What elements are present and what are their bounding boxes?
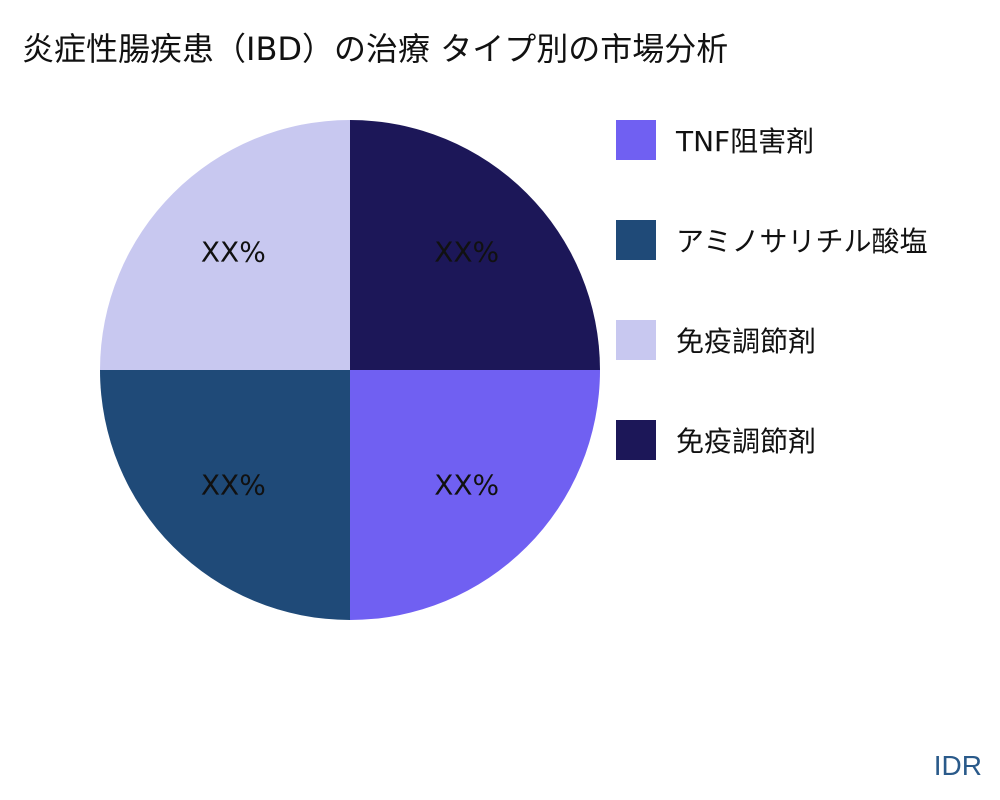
- legend-item-tnf[interactable]: TNF阻害剤: [616, 120, 927, 160]
- legend-swatch: [616, 220, 656, 260]
- legend-swatch: [616, 320, 656, 360]
- legend: TNF阻害剤 アミノサリチル酸塩 免疫調節剤 免疫調節剤: [616, 120, 927, 520]
- legend-label: 免疫調節剤: [676, 325, 817, 358]
- pie-slice[interactable]: [100, 120, 350, 370]
- pie-slice-label: XX%: [201, 469, 266, 502]
- pie-labels: XX% XX% XX% XX%: [201, 235, 499, 501]
- legend-label: アミノサリチル酸塩: [676, 225, 928, 258]
- pie-slice-label: XX%: [434, 469, 499, 502]
- pie-slices: [100, 120, 600, 620]
- legend-swatch: [616, 120, 656, 160]
- legend-item-immunomodulator-1[interactable]: 免疫調節剤: [616, 320, 927, 360]
- legend-swatch: [616, 420, 656, 460]
- pie-slice-label: XX%: [201, 235, 266, 268]
- pie-slice-label: XX%: [434, 235, 499, 268]
- legend-item-aminosalicylate[interactable]: アミノサリチル酸塩: [616, 220, 927, 260]
- pie-slice[interactable]: [350, 120, 600, 370]
- legend-label: 免疫調節剤: [676, 425, 817, 458]
- pie-slice[interactable]: [350, 370, 600, 620]
- legend-label: TNF阻害剤: [676, 125, 815, 158]
- pie-slice[interactable]: [100, 370, 350, 620]
- watermark-logo: IDR: [933, 750, 982, 781]
- chart-title: 炎症性腸疾患（IBD）の治療 タイプ別の市場分析: [22, 30, 729, 68]
- legend-item-immunomodulator-2[interactable]: 免疫調節剤: [616, 420, 927, 460]
